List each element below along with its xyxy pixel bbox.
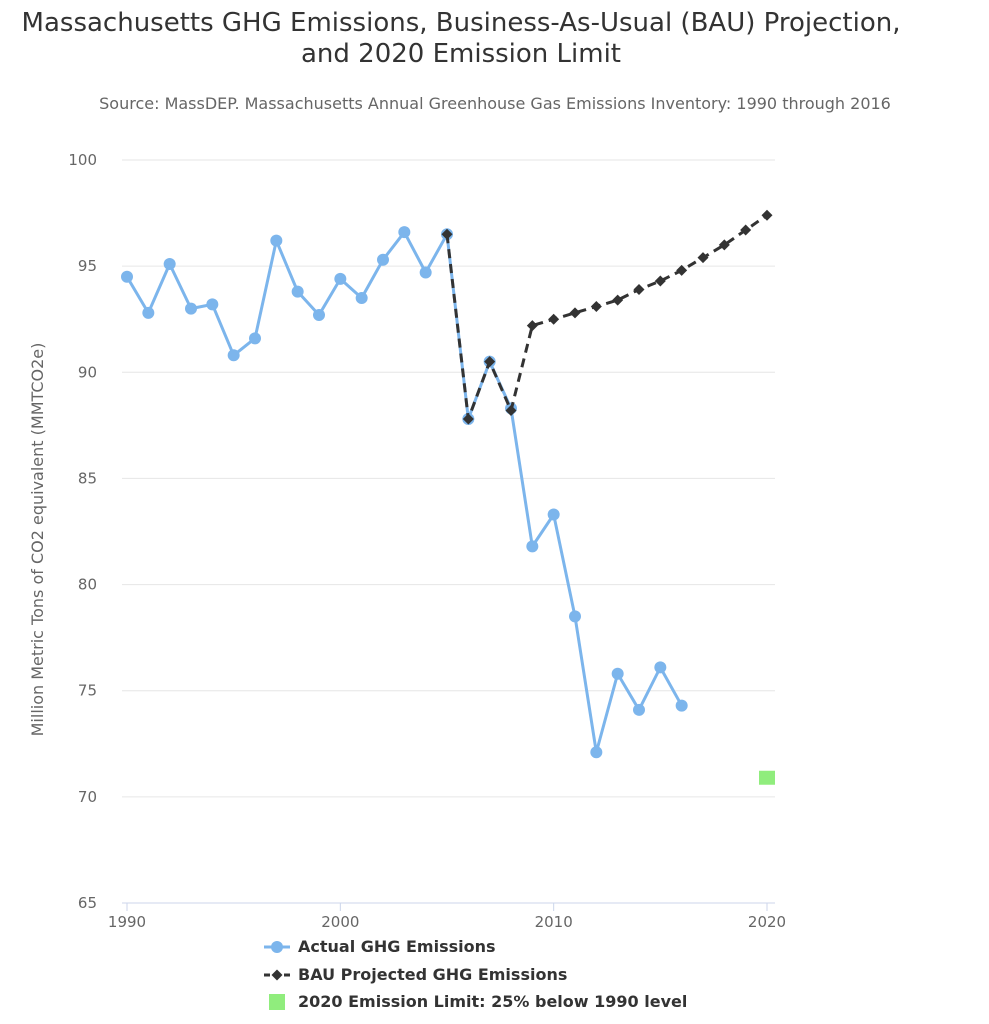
series-0 <box>121 226 688 759</box>
data-point <box>548 313 560 325</box>
x-tick-label: 2020 <box>748 913 786 931</box>
data-point <box>761 209 773 221</box>
y-tick-label: 100 <box>68 151 97 169</box>
y-tick-label: 75 <box>78 682 97 700</box>
axes: 65 70 75 80 85 90 95 100 1990 2000 2010 2020 Million… <box>28 151 786 931</box>
series-line <box>125 230 683 754</box>
data-point <box>270 234 283 247</box>
y-axis-title: Million Metric Tons of CO2 equivalent (M… <box>28 343 47 737</box>
legend-label: BAU Projected GHG Emissions <box>298 965 567 984</box>
chart-title: Massachusetts GHG Emissions, Business-As… <box>21 8 901 69</box>
data-point <box>569 610 581 623</box>
x-tick-label: 1990 <box>108 913 146 931</box>
data-point <box>590 746 603 759</box>
legend-item-1[interactable]: BAU Projected GHG Emissions <box>264 965 567 984</box>
data-point <box>676 264 688 276</box>
data-point <box>185 302 197 315</box>
data-point <box>398 226 411 239</box>
data-point <box>377 253 389 266</box>
data-point <box>654 275 666 287</box>
data-point <box>249 332 261 345</box>
data-point <box>526 320 538 332</box>
y-tick-label: 80 <box>78 576 97 594</box>
data-point <box>697 252 709 264</box>
data-point <box>590 300 602 312</box>
data-point <box>313 308 325 321</box>
gridlines <box>122 159 775 798</box>
y-tick-label: 90 <box>78 363 97 381</box>
y-tick-label: 70 <box>78 788 97 806</box>
legend-label: Actual GHG Emissions <box>298 937 496 956</box>
data-point <box>654 661 667 674</box>
series-line <box>445 213 768 421</box>
legend-label: 2020 Emission Limit: 25% below 1990 leve… <box>298 992 687 1011</box>
series-2 <box>759 770 775 785</box>
series-1 <box>441 209 773 425</box>
chart-subtitle: Source: MassDEP. Massachusetts Annual Gr… <box>99 94 891 113</box>
data-point <box>612 294 624 306</box>
data-point <box>334 272 347 285</box>
data-point <box>121 270 133 283</box>
data-point <box>526 540 539 553</box>
x-tick-label: 2000 <box>321 913 359 931</box>
data-point <box>675 699 688 712</box>
data-point <box>611 667 624 680</box>
data-point <box>633 703 645 716</box>
legend[interactable]: Actual GHG Emissions BAU Projected GHG Em… <box>264 937 687 1011</box>
data-point <box>227 349 240 362</box>
data-point <box>484 356 496 368</box>
data-point <box>462 413 474 425</box>
data-point <box>163 258 176 271</box>
legend-symbol-marker <box>269 994 285 1010</box>
data-point <box>419 266 432 279</box>
data-point <box>291 285 304 298</box>
legend-symbol-marker <box>271 969 283 981</box>
legend-item-2[interactable]: 2020 Emission Limit: 25% below 1990 leve… <box>269 992 687 1011</box>
plot-area <box>121 209 775 785</box>
data-point <box>355 291 368 304</box>
data-point <box>142 306 155 319</box>
data-point <box>505 404 517 416</box>
y-tick-label: 95 <box>78 257 97 275</box>
data-point <box>759 770 775 785</box>
y-tick-label: 65 <box>78 894 97 912</box>
data-point <box>206 298 219 311</box>
data-point <box>569 307 581 319</box>
data-point <box>633 283 645 295</box>
y-tick-label: 85 <box>78 469 97 487</box>
legend-item-0[interactable]: Actual GHG Emissions <box>264 937 496 956</box>
data-point <box>740 224 752 236</box>
data-point <box>547 508 560 521</box>
x-tick-label: 2010 <box>535 913 573 931</box>
legend-symbol-marker <box>271 941 283 953</box>
data-point <box>718 239 730 251</box>
data-point <box>441 228 453 240</box>
